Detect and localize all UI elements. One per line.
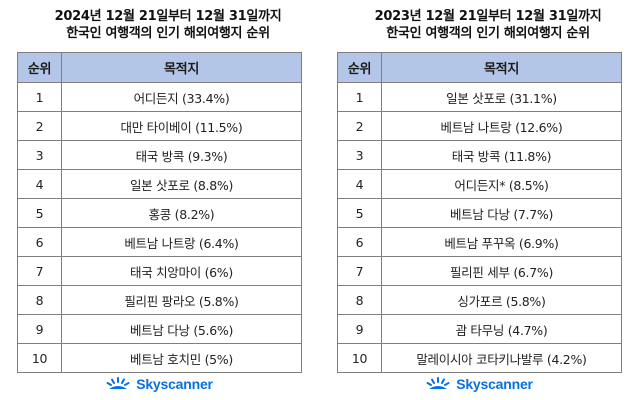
rank-cell: 6 — [337, 227, 382, 257]
title-line-2: 한국인 여행객의 인기 해외여행지 순위 — [386, 26, 590, 41]
rank-cell: 8 — [337, 285, 382, 315]
sunrise-icon — [426, 377, 450, 389]
destination-cell: 베트남 다낭 (5.6%) — [61, 314, 302, 344]
destination-cell: 일본 삿포로 (8.8%) — [61, 169, 302, 199]
rank-cell: 7 — [17, 256, 62, 286]
ranking-table: 순위 목적지 1 일본 삿포로 (31.1%) 2 베트남 나트랑 (12.6%) … — [337, 52, 622, 373]
destination-cell: 필리핀 세부 (6.7%) — [381, 256, 622, 286]
skyscanner-logo: Skyscanner — [337, 372, 622, 396]
rank-cell: 1 — [337, 82, 382, 112]
logo-text: Skyscanner — [136, 376, 213, 392]
destination-cell: 괌 타무닝 (4.7%) — [381, 314, 622, 344]
rank-cell: 7 — [337, 256, 382, 286]
destination-cell: 싱가포르 (5.8%) — [381, 285, 622, 315]
rank-cell: 5 — [17, 198, 62, 228]
destination-cell: 태국 방콕 (9.3%) — [61, 140, 302, 170]
rank-cell: 6 — [17, 227, 62, 257]
table-header-row: 순위 목적지 — [17, 52, 302, 83]
sunrise-icon — [106, 377, 130, 389]
destination-cell: 홍콩 (8.2%) — [61, 198, 302, 228]
panel-title: 2023년 12월 21일부터 12월 31일까지 한국인 여행객의 인기 해외… — [337, 8, 639, 42]
destination-cell: 베트남 호치민 (5%) — [61, 343, 302, 373]
header-destination: 목적지 — [61, 52, 302, 83]
destination-cell: 태국 방콕 (11.8%) — [381, 140, 622, 170]
table-row: 5 베트남 다낭 (7.7%) — [337, 198, 622, 228]
skyscanner-logo: Skyscanner — [17, 372, 302, 396]
destination-cell: 말레이시아 코타키나발루 (4.2%) — [381, 343, 622, 373]
table-row: 1 일본 삿포로 (31.1%) — [337, 82, 622, 112]
rank-cell: 9 — [337, 314, 382, 344]
rank-cell: 10 — [17, 343, 62, 373]
rank-cell: 4 — [337, 169, 382, 199]
header-rank: 순위 — [337, 52, 382, 83]
rank-cell: 9 — [17, 314, 62, 344]
ranking-panel-2024: 2024년 12월 21일부터 12월 31일까지 한국인 여행객의 인기 해외… — [17, 0, 319, 392]
rank-cell: 10 — [337, 343, 382, 373]
table-row: 1 어디든지 (33.4%) — [17, 82, 302, 112]
rank-cell: 5 — [337, 198, 382, 228]
destination-cell: 태국 치앙마이 (6%) — [61, 256, 302, 286]
table-row: 3 태국 방콕 (11.8%) — [337, 140, 622, 170]
table-row: 5 홍콩 (8.2%) — [17, 198, 302, 228]
rank-cell: 4 — [17, 169, 62, 199]
destination-cell: 베트남 푸꾸옥 (6.9%) — [381, 227, 622, 257]
destination-cell: 베트남 나트랑 (6.4%) — [61, 227, 302, 257]
title-line-2: 한국인 여행객의 인기 해외여행지 순위 — [66, 26, 270, 41]
table-row: 7 필리핀 세부 (6.7%) — [337, 256, 622, 286]
panel-title: 2024년 12월 21일부터 12월 31일까지 한국인 여행객의 인기 해외… — [17, 8, 319, 42]
destination-cell: 베트남 다낭 (7.7%) — [381, 198, 622, 228]
rank-cell: 1 — [17, 82, 62, 112]
header-rank: 순위 — [17, 52, 62, 83]
rank-cell: 8 — [17, 285, 62, 315]
table-row: 10 베트남 호치민 (5%) — [17, 343, 302, 373]
table-row: 6 베트남 푸꾸옥 (6.9%) — [337, 227, 622, 257]
table-row: 2 베트남 나트랑 (12.6%) — [337, 111, 622, 141]
title-line-1: 2024년 12월 21일부터 12월 31일까지 — [54, 9, 282, 24]
table-row: 8 싱가포르 (5.8%) — [337, 285, 622, 315]
ranking-panel-2023: 2023년 12월 21일부터 12월 31일까지 한국인 여행객의 인기 해외… — [337, 0, 639, 392]
destination-cell: 베트남 나트랑 (12.6%) — [381, 111, 622, 141]
destination-cell: 일본 삿포로 (31.1%) — [381, 82, 622, 112]
destination-cell: 어디든지* (8.5%) — [381, 169, 622, 199]
title-line-1: 2023년 12월 21일부터 12월 31일까지 — [374, 9, 602, 24]
destination-cell: 대만 타이베이 (11.5%) — [61, 111, 302, 141]
destination-cell: 필리핀 팡라오 (5.8%) — [61, 285, 302, 315]
table-header-row: 순위 목적지 — [337, 52, 622, 83]
rank-cell: 3 — [17, 140, 62, 170]
destination-cell: 어디든지 (33.4%) — [61, 82, 302, 112]
logo-text: Skyscanner — [456, 376, 533, 392]
table-row: 3 태국 방콕 (9.3%) — [17, 140, 302, 170]
rank-cell: 2 — [17, 111, 62, 141]
table-row: 8 필리핀 팡라오 (5.8%) — [17, 285, 302, 315]
table-row: 10 말레이시아 코타키나발루 (4.2%) — [337, 343, 622, 373]
table-row: 4 어디든지* (8.5%) — [337, 169, 622, 199]
rank-cell: 3 — [337, 140, 382, 170]
table-row: 2 대만 타이베이 (11.5%) — [17, 111, 302, 141]
table-row: 6 베트남 나트랑 (6.4%) — [17, 227, 302, 257]
rank-cell: 2 — [337, 111, 382, 141]
table-row: 9 베트남 다낭 (5.6%) — [17, 314, 302, 344]
table-row: 4 일본 삿포로 (8.8%) — [17, 169, 302, 199]
table-row: 7 태국 치앙마이 (6%) — [17, 256, 302, 286]
header-destination: 목적지 — [381, 52, 622, 83]
